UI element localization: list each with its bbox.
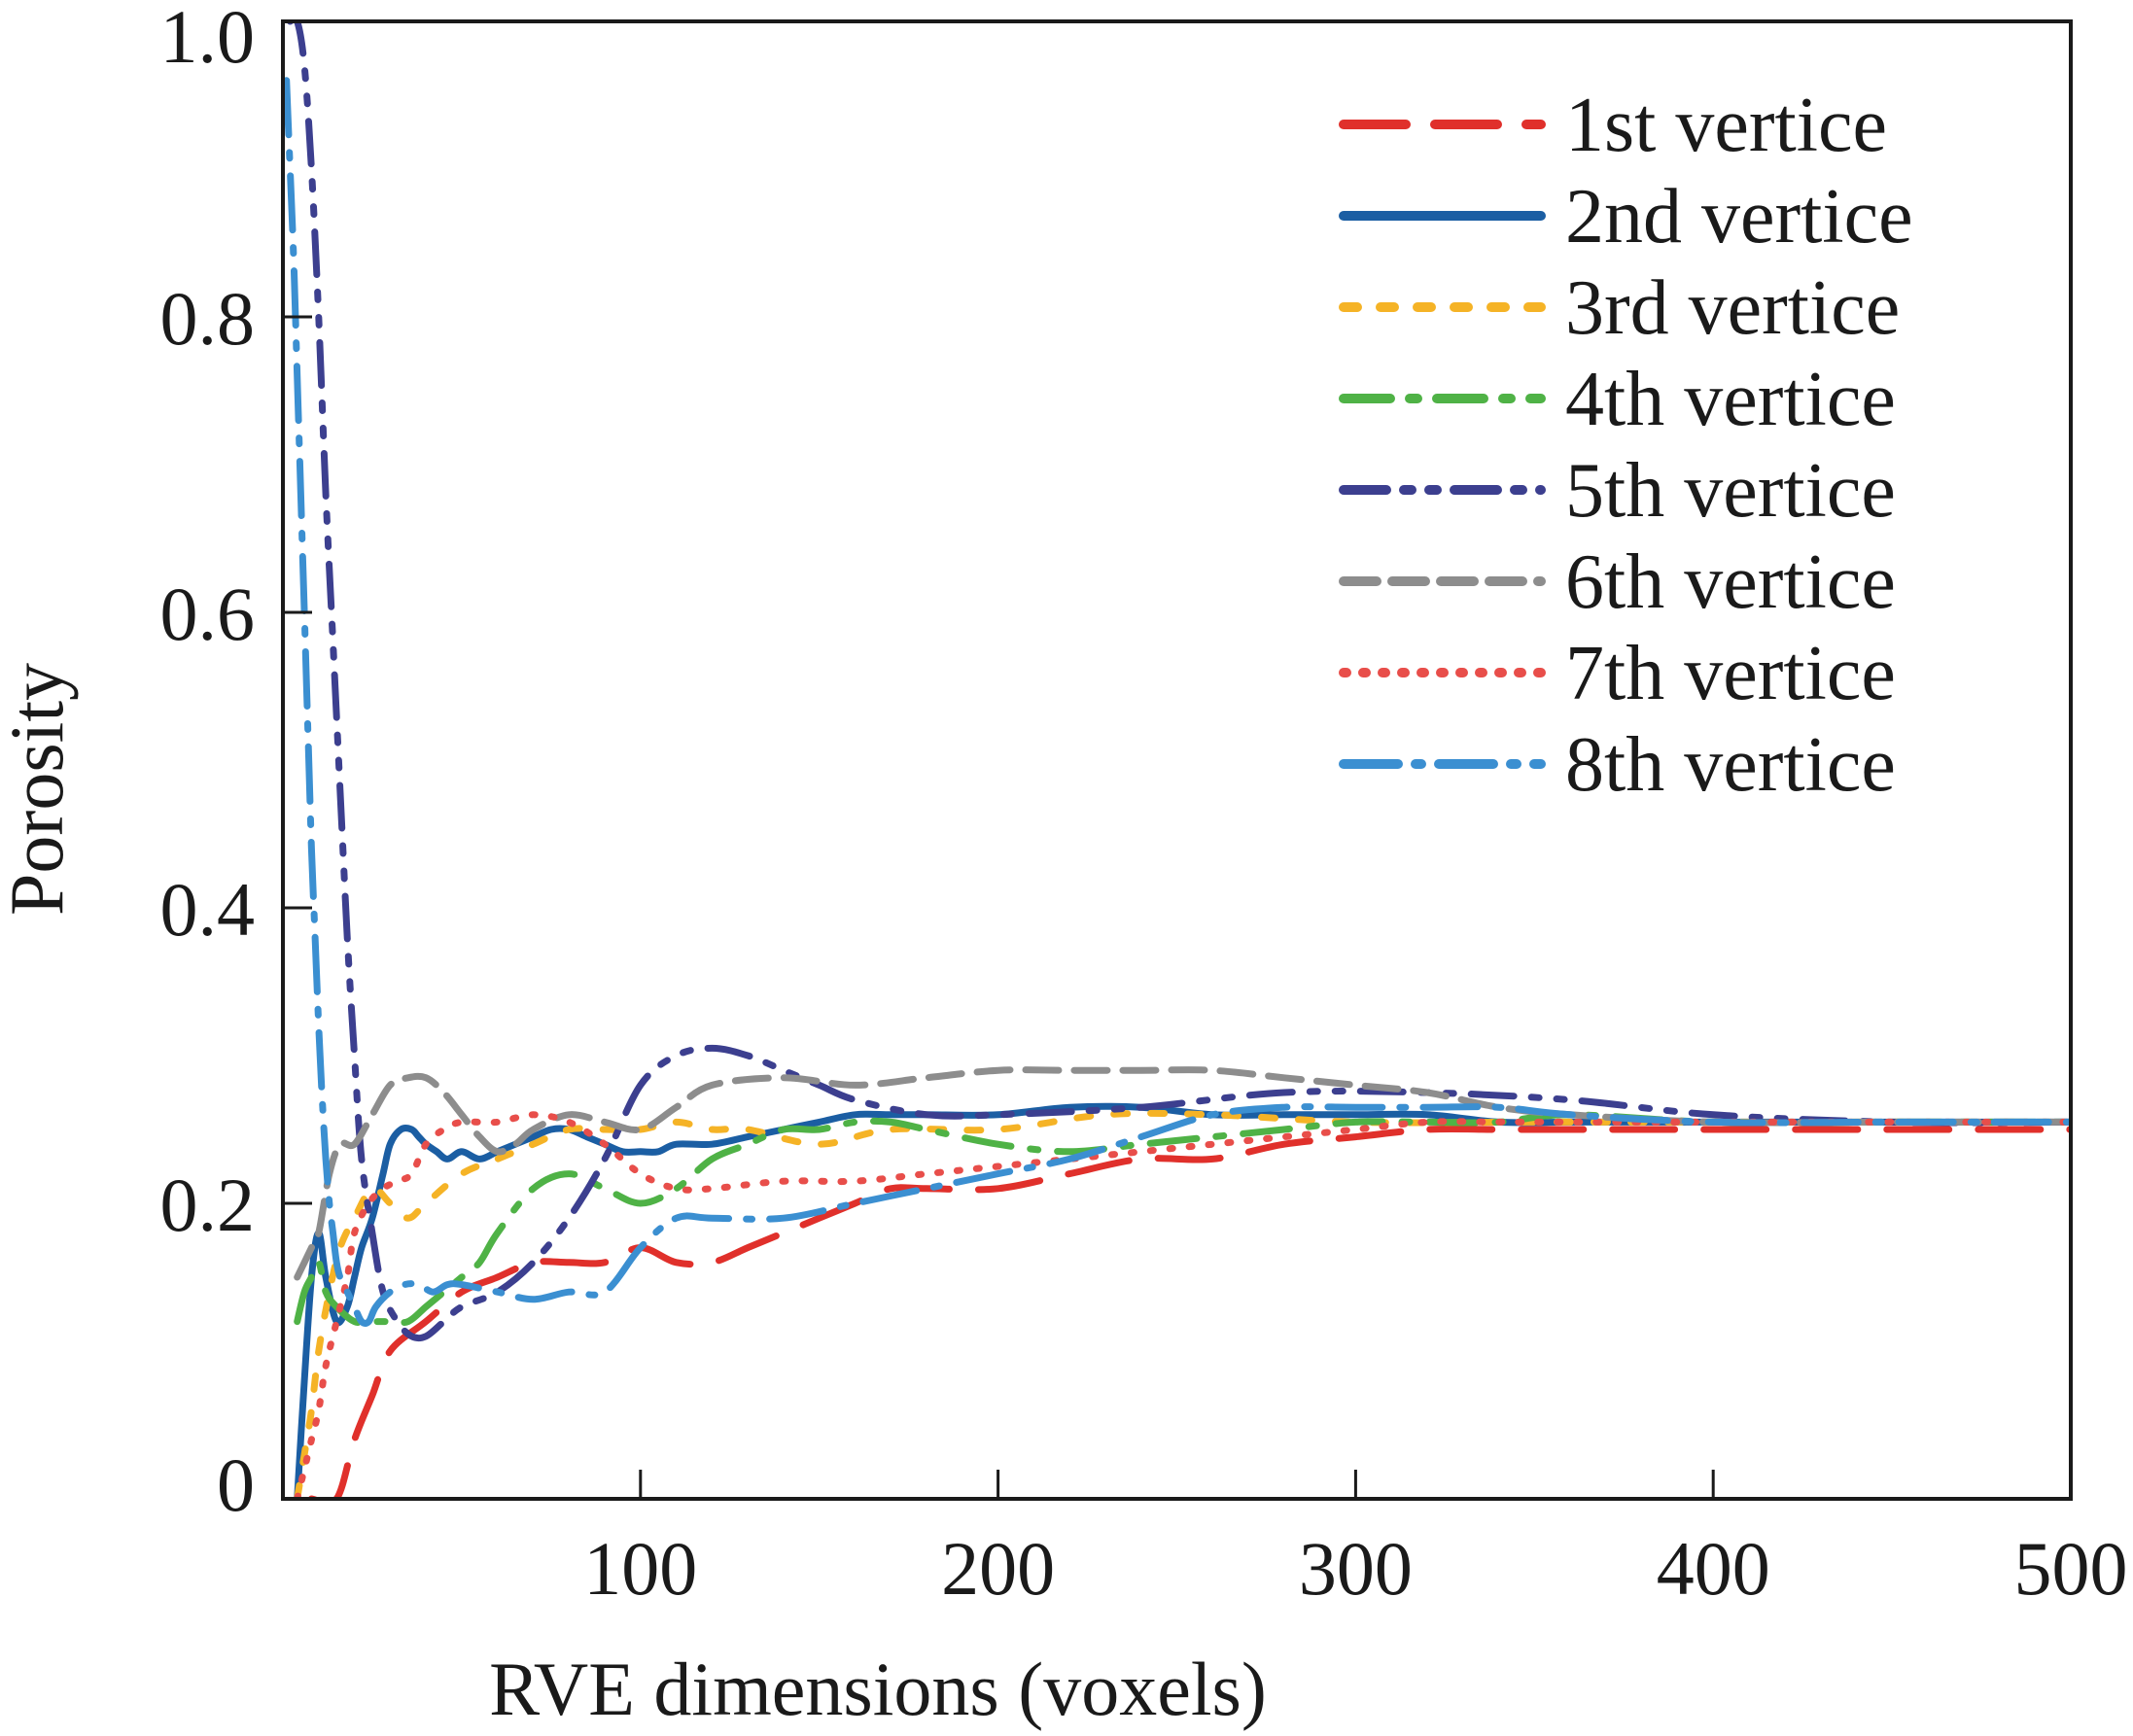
legend-item-5th-vertice: 5th vertice — [1339, 448, 1896, 534]
legend-item-3rd-vertice: 3rd vertice — [1339, 265, 1900, 351]
y-tick-label: 0.4 — [160, 867, 256, 952]
legend-label: 4th vertice — [1565, 357, 1896, 442]
legend-label: 8th vertice — [1565, 722, 1896, 808]
series-line-7th-vertice — [294, 1111, 2071, 1499]
series-line-2nd-vertice — [294, 1102, 2071, 1499]
x-axis: 100 200 300 400 500 — [583, 1470, 2128, 1611]
series-line-6th-vertice — [294, 1066, 2071, 1281]
y-tick-label: 0.2 — [160, 1163, 256, 1247]
legend-item-8th-vertice: 8th vertice — [1339, 722, 1896, 808]
x-tick-label: 300 — [1299, 1526, 1413, 1611]
series-line-4th-vertice — [294, 1111, 2071, 1327]
series-line-8th-vertice — [283, 77, 2071, 1327]
legend-item-6th-vertice: 6th vertice — [1339, 539, 1896, 625]
series-line-5th-vertice — [286, 21, 2071, 1342]
legend-item-4th-vertice: 4th vertice — [1339, 357, 1896, 442]
y-tick-label: 0 — [217, 1442, 255, 1527]
series-layer — [283, 21, 2071, 1499]
legend-item-2nd-vertice: 2nd vertice — [1339, 174, 1913, 260]
legend-label: 2nd vertice — [1565, 174, 1913, 260]
x-tick-label: 200 — [941, 1526, 1055, 1611]
y-tick-label: 1.0 — [160, 0, 256, 79]
legend-item-7th-vertice: 7th vertice — [1339, 631, 1896, 716]
x-axis-title: RVE dimensions (voxels) — [489, 1647, 1267, 1731]
y-axis-title: Porosity — [0, 663, 79, 916]
x-tick-label: 400 — [1657, 1526, 1770, 1611]
series-line-1st-vertice — [307, 1125, 2071, 1499]
y-tick-label: 0.8 — [160, 276, 256, 361]
legend-label: 7th vertice — [1565, 631, 1896, 716]
legend-item-1st-vertice: 1st vertice — [1339, 83, 1887, 168]
legend-label: 3rd vertice — [1565, 265, 1900, 351]
x-tick-label: 100 — [583, 1526, 697, 1611]
x-tick-label: 500 — [2014, 1526, 2128, 1611]
y-tick-label: 0.6 — [160, 572, 256, 656]
legend-label: 5th vertice — [1565, 448, 1896, 534]
plot-frame — [281, 19, 2073, 1501]
legend-label: 1st vertice — [1565, 83, 1887, 168]
legend-label: 6th vertice — [1565, 539, 1896, 625]
y-axis: 0 0.2 0.4 0.6 0.8 1.0 — [160, 0, 312, 1527]
